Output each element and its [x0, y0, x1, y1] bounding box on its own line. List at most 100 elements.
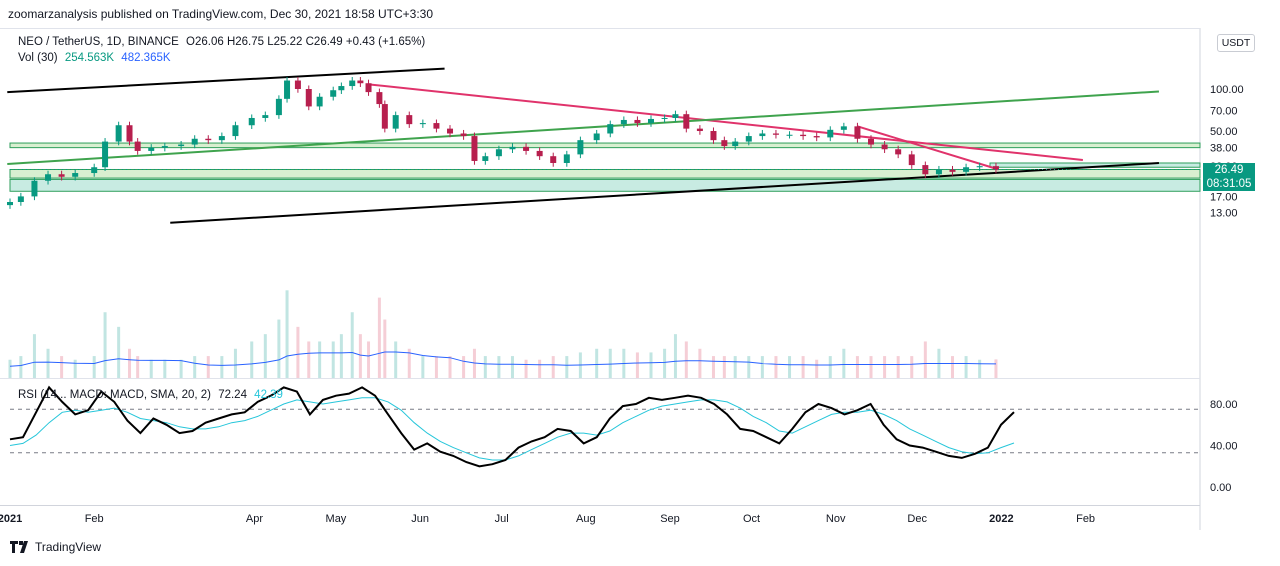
candle[interactable] — [482, 156, 489, 161]
candle[interactable] — [115, 125, 122, 142]
candle[interactable] — [330, 90, 337, 97]
candle[interactable] — [134, 141, 141, 151]
candle[interactable] — [316, 96, 323, 107]
candle[interactable] — [284, 80, 291, 99]
rsi-signal-line[interactable] — [9, 397, 1015, 461]
candle[interactable] — [949, 169, 956, 172]
candle[interactable] — [205, 138, 212, 141]
candle[interactable] — [419, 123, 426, 125]
candle[interactable] — [607, 124, 614, 134]
candle[interactable] — [908, 154, 915, 166]
legend-indicator-label[interactable]: RSI (14... MACD: MACD, SMA, 20, 2) — [18, 389, 211, 401]
candle[interactable] — [696, 128, 703, 132]
candle[interactable] — [563, 154, 570, 163]
candle[interactable] — [840, 126, 847, 130]
candle[interactable] — [683, 114, 690, 129]
volume-bar — [524, 359, 528, 378]
candle[interactable] — [935, 169, 942, 175]
candle[interactable] — [365, 83, 372, 93]
legend-symbol[interactable]: NEO / TetherUS, 1D, BINANCE — [18, 36, 179, 48]
volume-bar — [462, 356, 466, 378]
candle[interactable] — [262, 115, 269, 118]
trendline-black[interactable] — [7, 67, 445, 94]
candle[interactable] — [381, 104, 388, 129]
support-zone-2[interactable] — [9, 178, 1201, 192]
candle[interactable] — [661, 117, 668, 119]
candle[interactable] — [759, 133, 766, 137]
candle[interactable] — [460, 133, 467, 137]
candle[interactable] — [672, 114, 679, 118]
candle[interactable] — [772, 133, 779, 135]
candle[interactable] — [126, 125, 133, 142]
candle[interactable] — [248, 117, 255, 126]
candle[interactable] — [406, 115, 413, 125]
candle[interactable] — [976, 166, 983, 168]
candle[interactable] — [786, 134, 793, 136]
candle[interactable] — [72, 173, 79, 177]
candle[interactable] — [745, 136, 752, 142]
candle[interactable] — [376, 92, 383, 105]
time-tick-label: Aug — [576, 513, 596, 525]
candle[interactable] — [294, 80, 301, 89]
candle[interactable] — [495, 149, 502, 157]
candle[interactable] — [634, 119, 641, 124]
candle[interactable] — [577, 140, 584, 155]
legend-vol-label[interactable]: Vol (30) — [18, 52, 58, 64]
candle[interactable] — [813, 136, 820, 138]
candle[interactable] — [922, 165, 929, 175]
candle[interactable] — [91, 167, 98, 174]
candle[interactable] — [550, 156, 557, 163]
candle[interactable] — [392, 115, 399, 129]
candle[interactable] — [178, 144, 185, 147]
candle[interactable] — [827, 129, 834, 138]
volume-bar — [339, 334, 343, 378]
candle[interactable] — [648, 118, 655, 124]
volume-bar — [910, 356, 914, 378]
rsi-line[interactable] — [9, 385, 1015, 468]
currency-button[interactable]: USDT — [1217, 34, 1255, 52]
candle[interactable] — [881, 144, 888, 150]
candle[interactable] — [349, 80, 356, 87]
candle[interactable] — [732, 141, 739, 147]
candle[interactable] — [992, 166, 999, 170]
candle[interactable] — [710, 131, 717, 141]
candle[interactable] — [191, 138, 198, 145]
candle[interactable] — [523, 146, 530, 151]
candle[interactable] — [447, 128, 454, 134]
candle[interactable] — [620, 119, 627, 125]
candle[interactable] — [471, 136, 478, 161]
candle[interactable] — [31, 180, 38, 197]
candle[interactable] — [58, 174, 65, 177]
candle[interactable] — [148, 147, 155, 151]
candle[interactable] — [232, 125, 239, 137]
candle[interactable] — [800, 134, 807, 137]
trendline-pink[interactable] — [368, 83, 1083, 161]
candle[interactable] — [7, 201, 13, 206]
candle[interactable] — [17, 196, 24, 202]
support-zone-0[interactable] — [9, 142, 1201, 149]
footer-brand[interactable]: TradingView — [35, 540, 102, 554]
candle[interactable] — [536, 150, 543, 157]
candle[interactable] — [218, 136, 225, 141]
trendline-black[interactable] — [170, 161, 1159, 224]
candle[interactable] — [895, 149, 902, 155]
candle[interactable] — [721, 140, 728, 147]
candle[interactable] — [433, 123, 440, 129]
candle[interactable] — [161, 146, 168, 148]
trendline-pink[interactable] — [857, 125, 999, 171]
candle[interactable] — [275, 98, 282, 116]
candle[interactable] — [305, 89, 312, 107]
trendline-green[interactable] — [7, 90, 1159, 166]
candle[interactable] — [102, 141, 109, 168]
legend-indicator-row: RSI (14... MACD: MACD, SMA, 20, 2) 72.24… — [18, 389, 287, 401]
candle[interactable] — [868, 138, 875, 145]
candle[interactable] — [854, 126, 861, 139]
candle[interactable] — [593, 133, 600, 141]
candle[interactable] — [509, 146, 516, 150]
candle[interactable] — [338, 86, 345, 91]
candle[interactable] — [357, 80, 364, 84]
support-zone-1[interactable] — [9, 168, 1201, 179]
candle[interactable] — [45, 174, 52, 181]
